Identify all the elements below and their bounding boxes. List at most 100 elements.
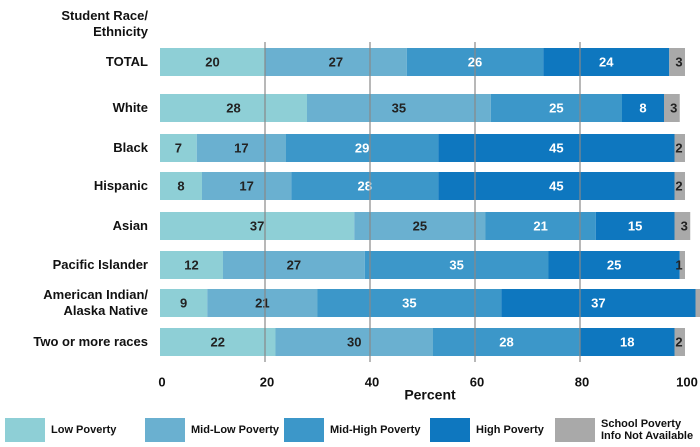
bar-segment bbox=[674, 212, 691, 240]
bar-segment bbox=[223, 251, 365, 279]
data-label: 3 bbox=[670, 100, 677, 115]
y-tick-label: Hispanic bbox=[93, 178, 148, 193]
legend-swatch bbox=[430, 418, 470, 442]
data-label: 8 bbox=[177, 178, 184, 193]
y-axis-title: Student Race/ Ethnicity bbox=[61, 8, 148, 39]
bar-segment bbox=[548, 251, 680, 279]
legend-swatch bbox=[145, 418, 185, 442]
bar-segment bbox=[317, 289, 502, 317]
data-label: 35 bbox=[402, 295, 416, 310]
bar-segment bbox=[160, 251, 223, 279]
bar-segment bbox=[438, 134, 675, 162]
bar-segment bbox=[595, 212, 675, 240]
bar-segment bbox=[501, 289, 696, 317]
data-label: 17 bbox=[234, 140, 248, 155]
bar-segment bbox=[490, 94, 622, 122]
data-label: 25 bbox=[607, 257, 621, 272]
data-label: 30 bbox=[347, 334, 361, 349]
data-label: 7 bbox=[175, 140, 182, 155]
legend-label: Mid-Low Poverty bbox=[191, 424, 280, 436]
bar-segment bbox=[207, 289, 318, 317]
bar-segment bbox=[307, 94, 491, 122]
data-label: 17 bbox=[239, 178, 253, 193]
x-axis-title: Percent bbox=[404, 387, 456, 403]
data-label: 28 bbox=[226, 100, 240, 115]
data-label: 37 bbox=[591, 295, 605, 310]
bar-segment bbox=[160, 172, 202, 200]
x-tick-label: 80 bbox=[575, 374, 589, 389]
data-label: 45 bbox=[549, 140, 563, 155]
data-label: 8 bbox=[639, 100, 646, 115]
bar-segment bbox=[196, 134, 286, 162]
data-label: 24 bbox=[599, 54, 614, 69]
data-label: 3 bbox=[681, 218, 688, 233]
bar-segment bbox=[580, 328, 675, 356]
data-label: 35 bbox=[392, 100, 406, 115]
bar-segment bbox=[275, 328, 433, 356]
data-label: 25 bbox=[413, 218, 427, 233]
bar-segment bbox=[433, 328, 580, 356]
legend-label: Mid-High Poverty bbox=[330, 424, 421, 436]
data-label: 45 bbox=[549, 178, 563, 193]
bar-segment bbox=[669, 48, 685, 76]
bar-segment bbox=[364, 251, 549, 279]
legend-label: Low Poverty bbox=[51, 424, 117, 436]
bar-segment bbox=[674, 328, 685, 356]
data-label: 2 bbox=[675, 334, 682, 349]
bar-segment bbox=[291, 172, 439, 200]
bar-segment bbox=[354, 212, 486, 240]
bar-segment bbox=[438, 172, 675, 200]
bar-segment bbox=[679, 251, 685, 279]
bar-segment bbox=[160, 48, 265, 76]
x-tick-label: 40 bbox=[365, 374, 379, 389]
bar-segment bbox=[485, 212, 596, 240]
data-label: 21 bbox=[255, 295, 269, 310]
y-tick-label: Pacific Islander bbox=[52, 257, 148, 272]
data-label: 27 bbox=[287, 257, 301, 272]
data-label: 22 bbox=[211, 334, 225, 349]
x-tick-label: 100 bbox=[676, 374, 698, 389]
data-label: 27 bbox=[329, 54, 343, 69]
bar-segment bbox=[160, 212, 355, 240]
bar-segment bbox=[160, 134, 197, 162]
bar-segment bbox=[202, 172, 292, 200]
bar-segment bbox=[543, 48, 670, 76]
data-label: 29 bbox=[355, 140, 369, 155]
bar-segment bbox=[664, 94, 680, 122]
bar-segment bbox=[674, 134, 685, 162]
legend-label: School Poverty Info Not Available bbox=[601, 418, 694, 442]
data-label: 21 bbox=[533, 218, 547, 233]
data-label: 37 bbox=[250, 218, 264, 233]
bar-segment bbox=[265, 48, 407, 76]
legend-swatch bbox=[5, 418, 45, 442]
bar-segment bbox=[160, 328, 276, 356]
y-tick-label: American Indian/ Alaska Native bbox=[43, 287, 148, 318]
bar-segment bbox=[160, 289, 208, 317]
x-tick-label: 0 bbox=[158, 374, 165, 389]
data-label: 25 bbox=[549, 100, 563, 115]
y-tick-label: TOTAL bbox=[105, 54, 148, 69]
x-tick-label: 60 bbox=[470, 374, 484, 389]
y-tick-label: White bbox=[112, 100, 148, 115]
bar-segment bbox=[674, 172, 685, 200]
legend-swatch bbox=[555, 418, 595, 442]
legend-label: High Poverty bbox=[476, 424, 544, 436]
bar-segment bbox=[695, 289, 700, 317]
y-tick-label: Asian bbox=[112, 218, 148, 233]
data-label: 28 bbox=[358, 178, 372, 193]
y-tick-label: Black bbox=[113, 140, 148, 155]
legend-swatch bbox=[284, 418, 324, 442]
data-label: 18 bbox=[620, 334, 634, 349]
data-label: 35 bbox=[449, 257, 463, 272]
data-label: 28 bbox=[499, 334, 513, 349]
data-label: 3 bbox=[675, 54, 682, 69]
bar-segment bbox=[286, 134, 439, 162]
data-label: 12 bbox=[184, 257, 198, 272]
data-label: 1 bbox=[675, 257, 682, 272]
bar-segment bbox=[622, 94, 664, 122]
x-tick-label: 20 bbox=[260, 374, 274, 389]
y-tick-label: Two or more races bbox=[33, 334, 148, 349]
data-label: 20 bbox=[205, 54, 219, 69]
